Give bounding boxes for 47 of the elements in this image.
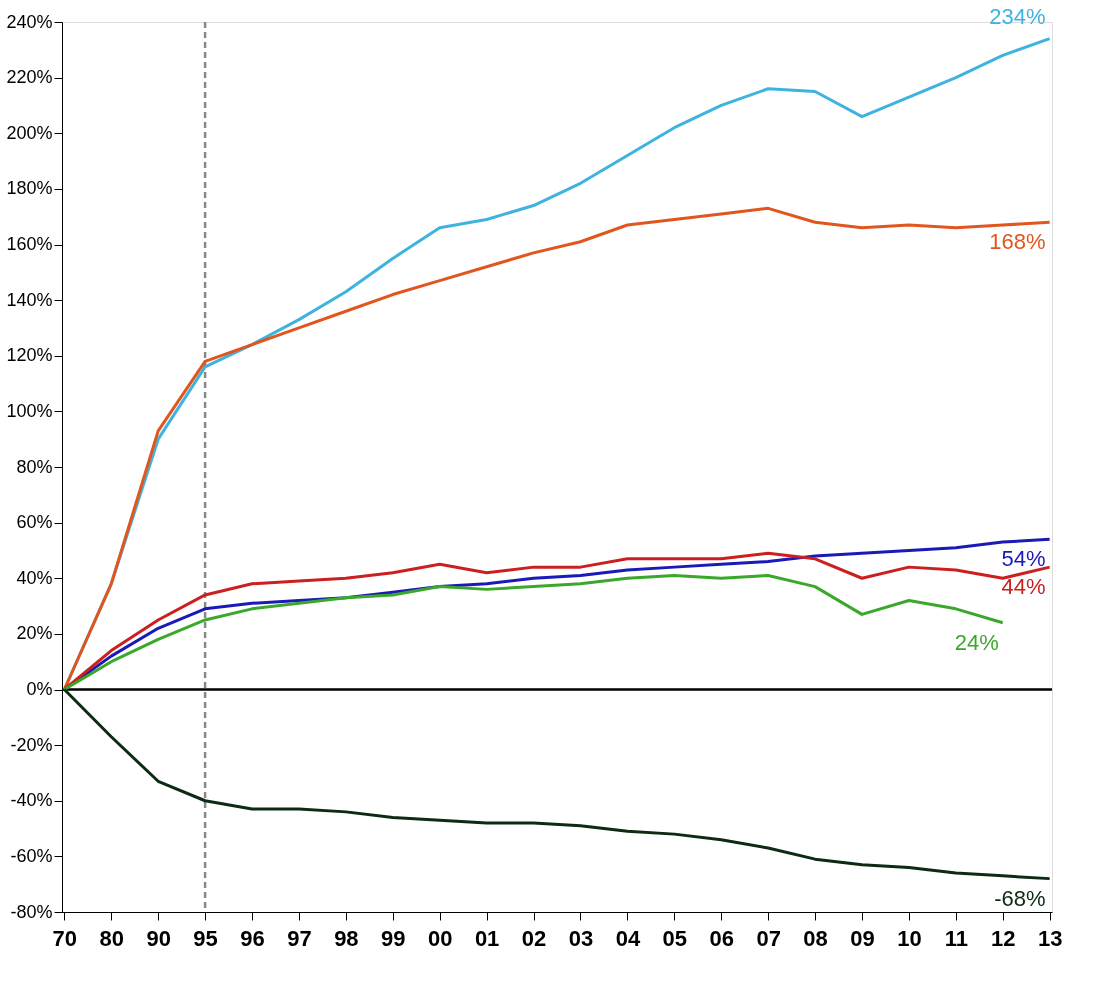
y-tick-label: 120% bbox=[6, 345, 53, 366]
x-tick-label: 96 bbox=[240, 925, 265, 951]
x-tick-label: 70 bbox=[52, 925, 78, 951]
x-tick-label: 04 bbox=[615, 925, 641, 951]
x-tick-label: 98 bbox=[334, 925, 359, 951]
y-tick-label: -40% bbox=[10, 790, 53, 811]
x-tick-label: 11 bbox=[944, 925, 968, 951]
y-tick-label: 140% bbox=[6, 289, 53, 310]
x-tick-label: 02 bbox=[521, 925, 547, 951]
y-tick-label: 160% bbox=[6, 234, 53, 254]
x-tick-label: 97 bbox=[287, 925, 312, 951]
annotation: 168% bbox=[989, 229, 1046, 255]
y-tick-label: 20% bbox=[16, 623, 53, 644]
y-tick-label: 80% bbox=[16, 456, 53, 477]
x-tick-label: 03 bbox=[568, 925, 594, 951]
x-tick-label: 99 bbox=[381, 925, 406, 951]
annotation: 54% bbox=[1001, 546, 1046, 572]
y-tick-label: -60% bbox=[10, 845, 53, 866]
x-tick-label: 80 bbox=[99, 925, 125, 951]
y-tick-label: 0% bbox=[26, 679, 53, 699]
annotation: 234% bbox=[989, 3, 1046, 29]
y-tick-label: 240% bbox=[6, 11, 53, 32]
line-series bbox=[62, 206, 1052, 691]
y-tick-label: -80% bbox=[10, 901, 53, 922]
annotation: 24% bbox=[954, 629, 999, 655]
x-tick-label: 90 bbox=[146, 925, 171, 951]
x-tick-label: 10 bbox=[897, 925, 922, 951]
y-tick-label: 60% bbox=[16, 512, 53, 533]
x-tick-label: 07 bbox=[756, 925, 781, 951]
annotation: -68% bbox=[994, 885, 1046, 911]
y-tick-label: 180% bbox=[6, 178, 53, 199]
line-series bbox=[62, 688, 1052, 881]
y-tick-label: 220% bbox=[6, 67, 53, 88]
x-tick-label: 12 bbox=[990, 925, 1016, 951]
y-tick-label: 200% bbox=[6, 122, 53, 143]
annotation: 44% bbox=[1001, 574, 1046, 600]
x-tick-label: 05 bbox=[662, 925, 688, 951]
x-tick-label: 13 bbox=[1037, 925, 1063, 951]
y-tick-label: 40% bbox=[16, 567, 53, 588]
x-tick-label: 08 bbox=[803, 925, 828, 951]
y-tick-label: 100% bbox=[6, 400, 53, 421]
x-tick-label: 09 bbox=[850, 925, 875, 951]
x-tick-label: 95 bbox=[193, 925, 218, 951]
y-tick-label: -20% bbox=[10, 734, 53, 755]
x-tick-label: 00 bbox=[427, 925, 453, 951]
x-tick-label: 06 bbox=[709, 925, 734, 951]
x-tick-label: 01 bbox=[474, 925, 500, 951]
